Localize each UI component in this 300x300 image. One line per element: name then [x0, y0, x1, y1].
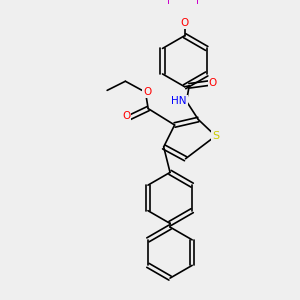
Text: F: F — [167, 0, 173, 6]
Text: O: O — [143, 87, 152, 97]
Text: HN: HN — [171, 96, 187, 106]
Text: O: O — [122, 111, 130, 121]
Text: F: F — [196, 0, 202, 6]
Text: O: O — [209, 78, 217, 88]
Text: O: O — [181, 18, 189, 28]
Text: S: S — [212, 131, 219, 141]
